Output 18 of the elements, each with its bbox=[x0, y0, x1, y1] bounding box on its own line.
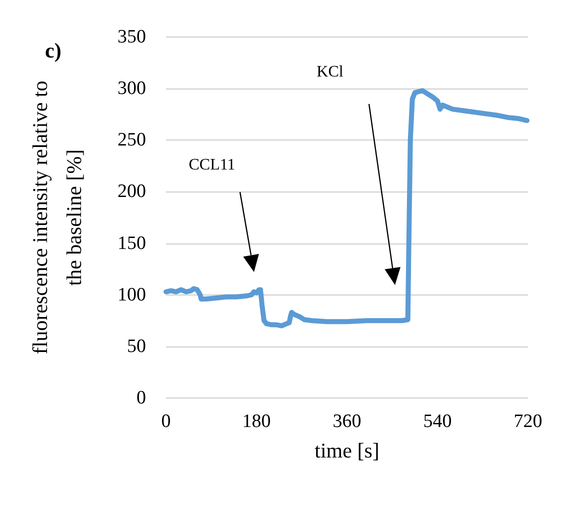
annotation: KCl bbox=[316, 64, 344, 80]
x-tick-label: 180 bbox=[242, 411, 271, 432]
x-tick-label: 0 bbox=[161, 411, 171, 432]
y-tick-label: 100 bbox=[118, 284, 146, 306]
y-tick-label: 50 bbox=[127, 336, 146, 357]
x-tick-label: 540 bbox=[423, 411, 452, 432]
y-tick-label: 250 bbox=[118, 130, 146, 151]
y-tick-label: 300 bbox=[118, 78, 146, 100]
chart-title: c) bbox=[45, 38, 62, 62]
y-axis-title: fluorescence intensity relative to the baseline [%] bbox=[28, 80, 86, 354]
x-axis-title: time [s] bbox=[314, 438, 380, 462]
y-tick-label: 150 bbox=[118, 232, 146, 254]
x-tick-label: 360 bbox=[332, 411, 362, 432]
x-tick-label: 720 bbox=[514, 411, 542, 432]
y-tick-label: 0 bbox=[136, 388, 146, 408]
y-tick-label: 200 bbox=[118, 181, 146, 202]
annotation: CCL11 bbox=[188, 156, 236, 174]
y-tick-label: 350 bbox=[118, 26, 146, 48]
